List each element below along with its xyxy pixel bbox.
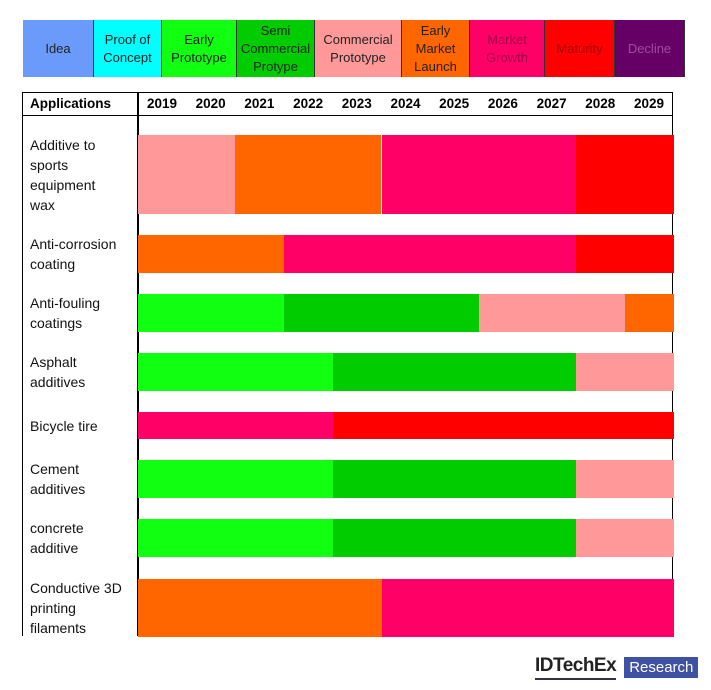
legend-item-early-prototype: Early Prototype bbox=[162, 20, 237, 77]
stage-bar-commercial-prototype bbox=[576, 353, 674, 391]
year-header: 2021 bbox=[244, 96, 275, 111]
legend-item-early-market-launch: Early Market Launch bbox=[402, 20, 470, 77]
application-label: Cement additives bbox=[30, 461, 86, 497]
table-header: Applications 2019 2020 2021 2022 2023 2024 202… bbox=[23, 93, 672, 116]
stage-bar-early-prototype bbox=[138, 294, 285, 332]
stage-bar-early-market-launch bbox=[138, 235, 285, 273]
application-label: Asphalt additives bbox=[30, 354, 86, 390]
legend-item-idea: Idea bbox=[23, 20, 94, 77]
year-header: 2024 bbox=[390, 96, 421, 111]
stage-bar-maturity bbox=[576, 135, 674, 214]
legend-item-maturity: Maturity bbox=[545, 20, 615, 77]
application-label: Conductive 3D printing filaments bbox=[30, 580, 122, 636]
stage-bar-market-growth bbox=[138, 412, 333, 439]
legend-item-proof-of-concept: Proof of Concept bbox=[94, 20, 162, 77]
stage-bar-commercial-prototype bbox=[576, 460, 674, 498]
stage-bar-early-prototype bbox=[138, 519, 333, 557]
year-header: 2020 bbox=[195, 96, 226, 111]
stage-bar-market-growth bbox=[381, 135, 577, 214]
stage-bar-early-market-launch bbox=[625, 294, 674, 332]
year-header: 2019 bbox=[146, 96, 178, 111]
year-header: 2026 bbox=[487, 96, 518, 111]
year-header: 2027 bbox=[536, 96, 567, 111]
stage-bar-maturity bbox=[576, 235, 674, 273]
idtechex-logo: IDTechEx Research bbox=[535, 655, 699, 680]
application-label: concrete additive bbox=[30, 520, 84, 556]
logo-tag: Research bbox=[624, 657, 699, 678]
stage-legend: Idea Proof of Concept Early Prototype Semi … bbox=[23, 20, 685, 77]
application-label: Additive to sports equipment wax bbox=[30, 136, 96, 213]
year-header: 2023 bbox=[341, 96, 372, 111]
logo-name: IDTechEx bbox=[535, 655, 617, 680]
stage-bar-commercial-prototype bbox=[138, 135, 236, 214]
stage-bar-commercial-prototype bbox=[576, 519, 674, 557]
year-header: 2022 bbox=[293, 96, 324, 111]
stage-bar-early-prototype bbox=[138, 353, 333, 391]
stage-bar-commercial-prototype bbox=[478, 294, 625, 332]
stage-bar-early-market-launch bbox=[138, 579, 382, 637]
year-header: 2029 bbox=[633, 96, 665, 111]
stage-bar-semi-commercial-protype bbox=[332, 460, 577, 498]
stage-bar-semi-commercial-protype bbox=[332, 519, 577, 557]
stage-bar-semi-commercial-protype bbox=[332, 353, 577, 391]
stage-bar-maturity bbox=[332, 412, 674, 439]
stage-bar-early-market-launch bbox=[235, 135, 382, 214]
legend-item-decline: Decline bbox=[615, 20, 685, 77]
stage-bar-market-growth bbox=[381, 579, 674, 637]
stage-bar-semi-commercial-protype bbox=[284, 294, 479, 332]
legend-item-semi-commercial-protype: Semi Commercial Protype bbox=[237, 20, 315, 77]
application-label: Anti-fouling coatings bbox=[30, 295, 101, 331]
year-header: 2028 bbox=[585, 96, 616, 111]
application-label: Anti-corrosion coating bbox=[30, 236, 117, 272]
stage-bar-market-growth bbox=[284, 235, 577, 273]
stage-bar-early-prototype bbox=[138, 460, 333, 498]
roadmap-table: Applications 2019 2020 2021 2022 2023 2024 202… bbox=[22, 92, 674, 637]
legend-item-commercial-prototype: Commercial Prototype bbox=[315, 20, 402, 77]
application-label: Bicycle tire bbox=[30, 417, 98, 434]
applications-header: Applications bbox=[30, 96, 112, 111]
column-divider bbox=[137, 93, 139, 636]
legend-item-market-growth: Market Growth bbox=[470, 20, 545, 77]
year-header: 2025 bbox=[439, 96, 470, 111]
